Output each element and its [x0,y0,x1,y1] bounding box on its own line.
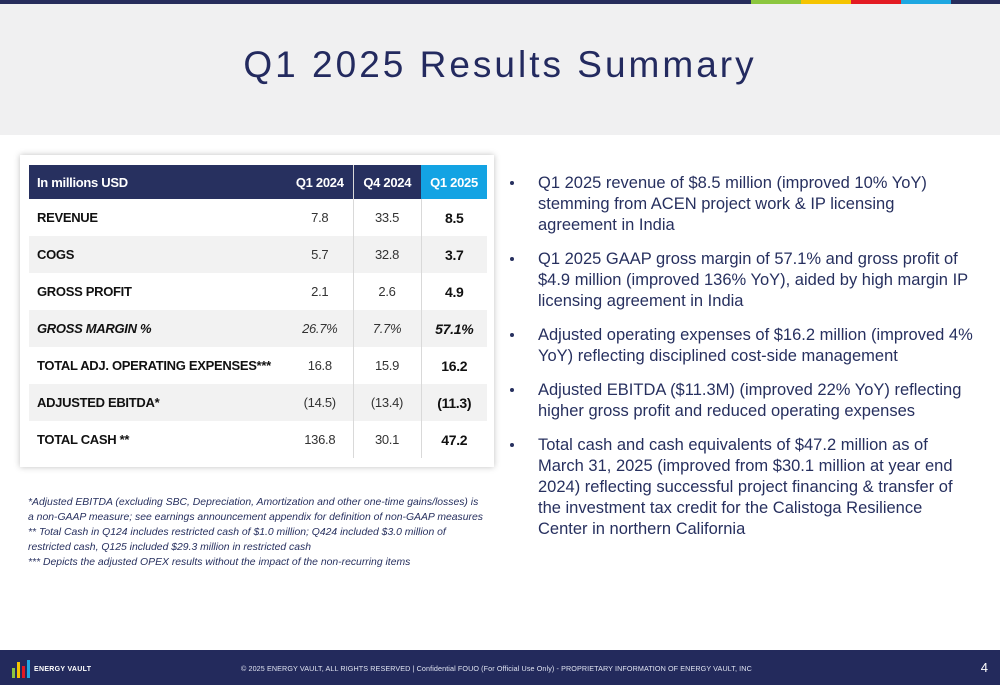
footnote-line: ** Total Cash in Q124 includes restricte… [28,527,446,538]
table-row: ADJUSTED EBITDA* (14.5) (13.4) (11.3) [29,384,487,421]
cell-value: (13.4) [352,384,421,421]
page-number: 4 [980,660,988,675]
footnotes: *Adjusted EBITDA (excluding SBC, Depreci… [28,495,498,570]
table-row: TOTAL ADJ. OPERATING EXPENSES*** 16.8 15… [29,347,487,384]
cell-value: 15.9 [352,347,421,384]
cell-value: 5.7 [287,236,353,273]
stripe-red [851,0,901,4]
top-band [0,0,1000,4]
stripe-green [751,0,801,4]
cell-value: 136.8 [304,432,336,447]
bullet-text: Q1 2025 revenue of $8.5 million (improve… [538,174,927,234]
table-row: GROSS PROFIT 2.1 2.6 4.9 [29,273,487,310]
cell-value: 7.7% [352,310,421,347]
bullet-text: Adjusted EBITDA ($11.3M) (improved 22% Y… [538,381,962,420]
results-table: In millions USD Q1 2024 Q4 2024 Q1 2025 … [29,165,487,458]
stripe-blue [901,0,951,4]
table-row: REVENUE 7.8 33.5 8.5 [29,199,487,236]
stripe-yellow [801,0,851,4]
cell-value: 16.8 [307,358,332,373]
energy-vault-logo: ENERGY VAULT [12,660,91,678]
cell-value-current: 4.9 [420,273,487,310]
bullet-item: Q1 2025 GAAP gross margin of 57.1% and g… [506,249,976,312]
footer-bar [0,650,1000,685]
bullet-dot-icon [510,443,514,447]
bullet-dot-icon [510,257,514,261]
header-units: In millions USD [29,165,287,199]
bullet-item: Adjusted operating expenses of $16.2 mil… [506,325,976,367]
row-label: ADJUSTED EBITDA* [29,384,287,421]
title-band [0,4,1000,135]
row-label: GROSS PROFIT [37,284,132,299]
cell-value-current: 47.2 [420,421,487,458]
table-row: COGS 5.7 32.8 3.7 [29,236,487,273]
cell-value: 2.6 [352,273,421,310]
bullet-dot-icon [510,388,514,392]
logo-bars-icon [12,660,30,678]
cell-value-current: 57.1% [420,310,487,347]
cell-value-current: 8.5 [420,199,487,236]
header-q1-2024: Q1 2024 [287,165,353,199]
footnote-line: *** Depicts the adjusted OPEX results wi… [28,557,411,568]
footnote-line: a non-GAAP measure; see earnings announc… [28,512,483,523]
row-label: COGS [29,236,287,273]
cell-value-current: 3.7 [420,236,487,273]
row-label: GROSS MARGIN % [29,310,287,347]
cell-value: 32.8 [352,236,421,273]
page-title: Q1 2025 Results Summary [243,44,757,85]
cell-value: 26.7% [287,310,353,347]
bullet-dot-icon [510,181,514,185]
footnote-line: restricted cash, Q125 included $29.3 mil… [28,542,311,553]
footnote-line: *Adjusted EBITDA (excluding SBC, Depreci… [28,497,479,508]
header-q4-2024: Q4 2024 [352,165,421,199]
table-row: TOTAL CASH ** 136.8 30.1 47.2 [29,421,487,458]
results-table-card: In millions USD Q1 2024 Q4 2024 Q1 2025 … [20,155,494,467]
cell-value-current: (11.3) [420,384,487,421]
row-label: TOTAL ADJ. OPERATING EXPENSES*** [37,358,271,373]
row-label: TOTAL CASH ** [37,432,130,447]
bullet-item: Q1 2025 revenue of $8.5 million (improve… [506,173,976,236]
bullet-text: Q1 2025 GAAP gross margin of 57.1% and g… [538,250,968,310]
table-header-row: In millions USD Q1 2024 Q4 2024 Q1 2025 [29,165,487,199]
header-q1-2025: Q1 2025 [421,165,487,199]
cell-value: 2.1 [311,284,329,299]
bullet-item: Total cash and cash equivalents of $47.2… [506,435,976,540]
cell-value: 7.8 [311,210,329,225]
row-label: REVENUE [37,210,98,225]
table-row: GROSS MARGIN % 26.7% 7.7% 57.1% [29,310,487,347]
cell-value-current: 16.2 [420,347,487,384]
bullet-dot-icon [510,333,514,337]
footer-copyright: © 2025 ENERGY VAULT, ALL RIGHTS RESERVED… [241,664,752,673]
logo-text: ENERGY VAULT [34,665,92,673]
summary-bullets: Q1 2025 revenue of $8.5 million (improve… [506,173,976,553]
bullet-text: Adjusted operating expenses of $16.2 mil… [538,326,973,365]
bullet-text: Total cash and cash equivalents of $47.2… [538,436,953,538]
bullet-item: Adjusted EBITDA ($11.3M) (improved 22% Y… [506,380,976,422]
cell-value: (14.5) [287,384,353,421]
cell-value: 30.1 [352,421,421,458]
cell-value: 33.5 [352,199,421,236]
